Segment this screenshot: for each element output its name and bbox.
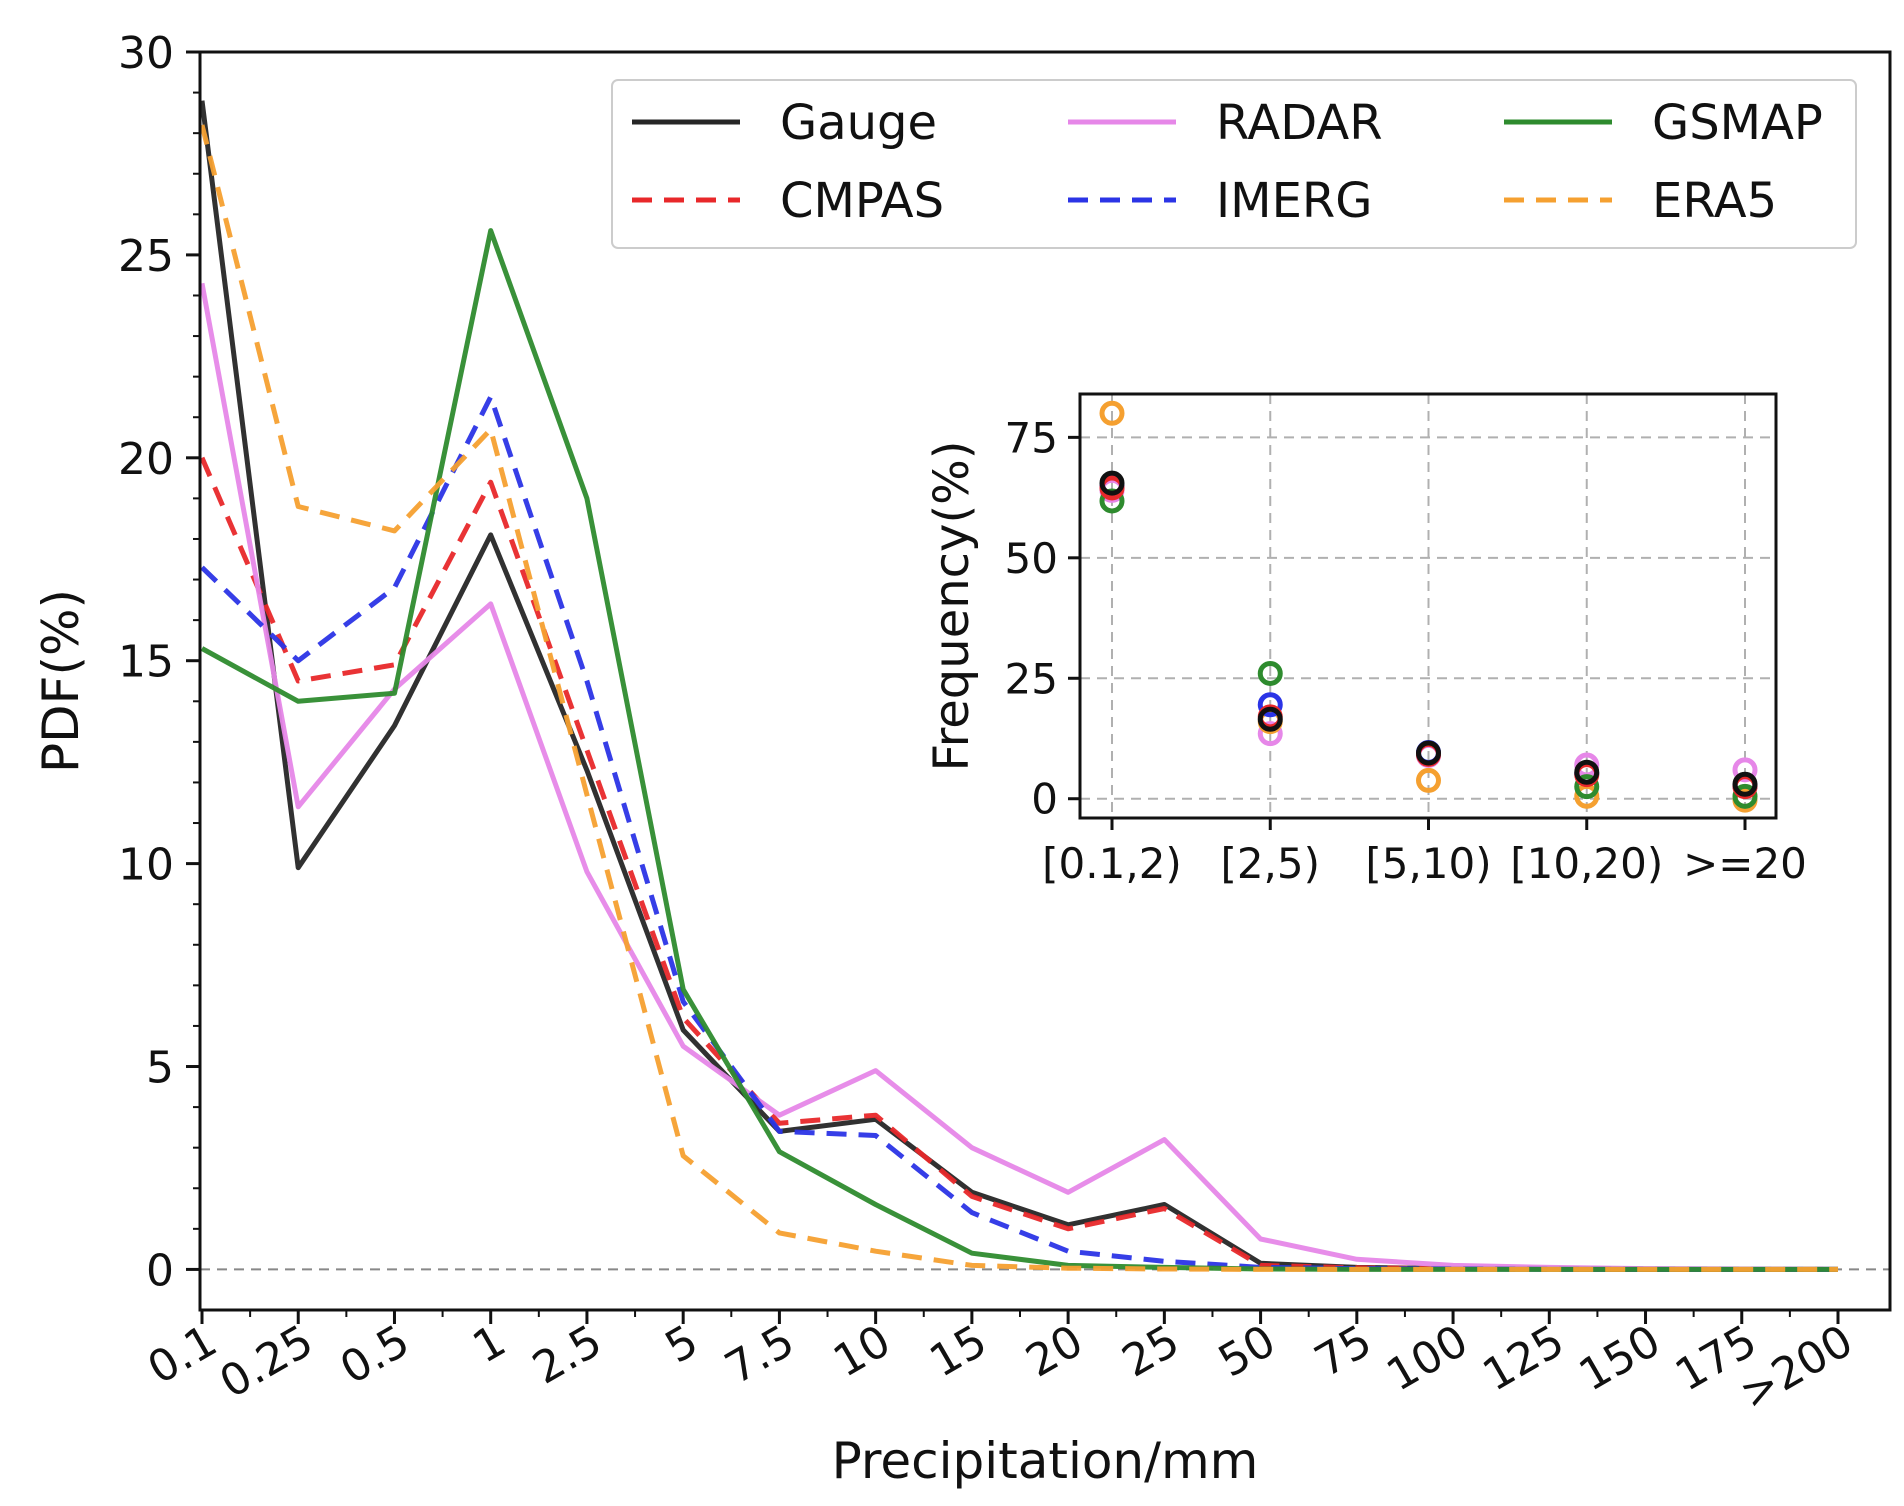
legend-item-radar: RADAR [1068,95,1383,151]
x-tick-label: 5 [657,1315,707,1373]
inset-point-gauge [1574,759,1600,785]
x-tick-label: 0.25 [211,1315,321,1408]
y-tick-label: 20 [118,434,174,485]
inset-y-axis-label: Frequency(%) [924,440,980,771]
inset-x-tick-label: [0.1,2) [1042,839,1182,888]
x-tick-label: 10 [825,1315,899,1387]
inset-point-era5 [1099,400,1125,426]
inset-point-radar [1732,757,1758,783]
x-tick-label: 7.5 [717,1315,803,1394]
inset-y-tick-label: 75 [1005,413,1058,462]
series-line-era5 [199,124,1838,1272]
legend: Gauge RADAR GSMAP CMPAS IMERG ERA5 [611,79,1857,249]
x-tick-label: 125 [1475,1315,1573,1401]
inset-points [1099,400,1758,813]
legend-item-era5: ERA5 [1504,173,1777,229]
legend-item-gsmap: GSMAP [1504,95,1823,151]
legend-label-cmpas: CMPAS [780,173,944,229]
legend-label-gsmap: GSMAP [1652,95,1823,151]
inset-plot: 0 25 50 75 [0.1,2) [2,5) [5,10) [10,20) >=20 Fr… [924,392,1807,888]
legend-label-era5: ERA5 [1652,173,1777,229]
x-tick-label: 50 [1210,1315,1284,1387]
main-x-axis-label: Precipitation/mm [832,1432,1259,1490]
x-tick-label: 25 [1114,1315,1188,1387]
inset-grid [1080,394,1776,818]
x-tick-label: 0.1 [139,1315,225,1394]
legend-item-gauge: Gauge [632,95,937,151]
legend-item-cmpas: CMPAS [632,173,944,229]
x-tick-label: 1 [464,1315,514,1373]
inset-point-gauge [1732,771,1758,797]
inset-x-tick-label: [5,10) [1365,839,1491,888]
inset-point-era5 [1416,767,1441,793]
main-series-lines [199,100,1839,1272]
inset-point-radar [1257,721,1283,747]
x-tick-label: 150 [1571,1315,1669,1401]
y-tick-label: 10 [118,840,174,891]
inset-y-tick-label: 50 [1005,534,1058,583]
inset-x-tick-label: [2,5) [1220,839,1320,888]
main-x-axis: 0.10.25 0.5 1 2.5 5 7.5 10 15 20 25 50 751001251501… [139,1310,1862,1420]
inset-y-tick-label: 25 [1005,654,1058,703]
inset-point-gauge [1099,470,1125,496]
x-tick-label: 2.5 [524,1315,610,1394]
inset-point-imerg [1257,692,1283,718]
inset-x-axis: [0.1,2) [2,5) [5,10) [10,20) >=20 [1042,818,1807,888]
inset-x-tick-label: >=20 [1683,839,1807,888]
y-tick-label: 30 [118,28,174,79]
inset-point-gsmap [1732,783,1758,809]
main-plot-frame [198,50,1892,1312]
inset-point-gsmap [1257,660,1283,686]
x-tick-label: 100 [1378,1315,1476,1401]
x-tick-label: 75 [1306,1315,1380,1387]
legend-item-imerg: IMERG [1068,173,1372,229]
main-y-axis: 0 5 10 15 20 25 30 [118,28,200,1296]
x-tick-label: 0.5 [332,1315,418,1394]
main-y-axis-label: PDF(%) [32,589,90,773]
y-tick-label: 0 [146,1245,174,1296]
y-tick-label: 25 [118,231,174,282]
legend-label-radar: RADAR [1216,95,1383,151]
inset-y-axis: 0 25 50 75 [1005,413,1080,824]
inset-point-gauge [1257,706,1283,732]
inset-x-tick-label: [10,20) [1510,839,1663,888]
series-line-gsmap [200,228,1838,1272]
x-tick-label: 20 [1018,1315,1092,1387]
x-tick-label: >200 [1731,1315,1861,1420]
y-tick-label: 15 [118,637,174,688]
inset-point-gauge [1416,740,1441,766]
legend-label-gauge: Gauge [780,95,937,151]
inset-point-gsmap [1574,774,1600,800]
y-tick-label: 5 [146,1043,174,1094]
x-tick-label: 15 [921,1315,995,1387]
legend-label-imerg: IMERG [1216,173,1372,229]
inset-y-tick-label: 0 [1031,775,1058,824]
